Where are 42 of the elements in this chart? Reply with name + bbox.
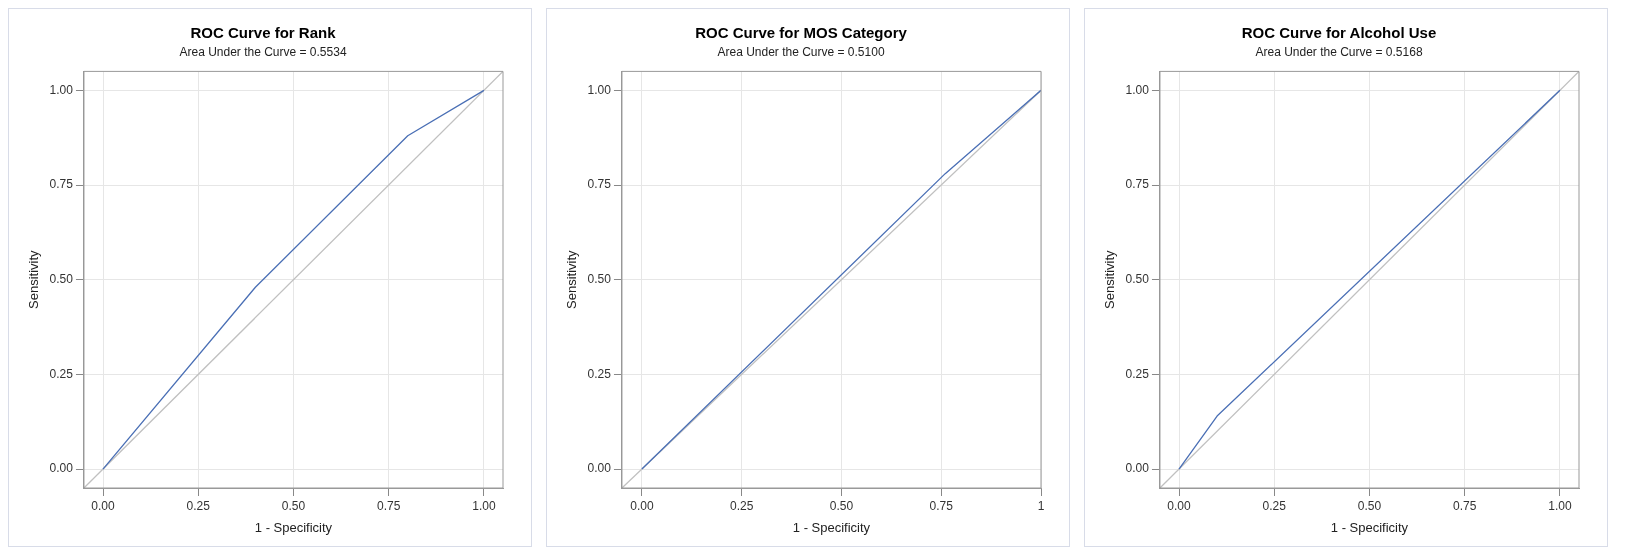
x-axis-title: 1 - Specificity xyxy=(1330,519,1409,535)
y-axis-title: Sensitivity xyxy=(564,249,580,309)
y-tick-label: 0.75 xyxy=(587,177,612,192)
x-tick-label: 1.00 xyxy=(472,498,496,513)
x-axis-title: 1 - Specificity xyxy=(254,519,333,535)
chart-subtitle: Area Under the Curve = 0.5534 xyxy=(179,44,347,59)
x-tick-label: 0.75 xyxy=(929,498,954,513)
x-tick-label: 1 xyxy=(1037,498,1045,513)
y-tick-label: 1.00 xyxy=(1125,82,1150,97)
y-tick-label: 1.00 xyxy=(587,82,612,97)
y-tick-label: 0.50 xyxy=(1125,272,1150,287)
x-tick-label: 1.00 xyxy=(1548,498,1572,513)
y-tick-label: 0.50 xyxy=(49,272,74,287)
y-tick-label: 0.25 xyxy=(1125,366,1150,381)
x-tick-label: 0.00 xyxy=(91,498,115,513)
x-tick-label: 0.50 xyxy=(829,498,854,513)
y-tick-label: 0.00 xyxy=(1125,461,1150,476)
x-tick-label: 0.50 xyxy=(1357,498,1382,513)
x-tick-label: 0.00 xyxy=(630,498,654,513)
y-axis-title: Sensitivity xyxy=(1102,249,1118,309)
y-axis-title: Sensitivity xyxy=(26,249,42,309)
chart-title: ROC Curve for Rank xyxy=(190,24,337,42)
x-tick-label: 0.00 xyxy=(1167,498,1191,513)
x-axis-title: 1 - Specificity xyxy=(792,519,871,535)
y-tick-label: 0.00 xyxy=(587,461,612,476)
chart-subtitle: Area Under the Curve = 0.5100 xyxy=(717,44,885,59)
y-tick-label: 0.75 xyxy=(1125,177,1150,192)
x-tick-label: 0.50 xyxy=(281,498,306,513)
y-tick-label: 0.25 xyxy=(49,366,74,381)
chart-subtitle: Area Under the Curve = 0.5168 xyxy=(1255,44,1423,59)
y-tick-label: 0.75 xyxy=(49,177,74,192)
chart-title: ROC Curve for Alcohol Use xyxy=(1241,24,1437,42)
chart-title: ROC Curve for MOS Category xyxy=(695,24,908,42)
x-tick-label: 0.25 xyxy=(186,498,211,513)
y-tick-label: 0.00 xyxy=(49,461,74,476)
y-tick-label: 1.00 xyxy=(49,82,74,97)
x-tick-label: 0.75 xyxy=(1453,498,1477,513)
y-tick-label: 0.25 xyxy=(587,366,612,381)
x-tick-label: 0.75 xyxy=(377,498,401,513)
x-tick-label: 0.25 xyxy=(1262,498,1287,513)
x-tick-label: 0.25 xyxy=(730,498,754,513)
y-tick-label: 0.50 xyxy=(587,272,612,287)
